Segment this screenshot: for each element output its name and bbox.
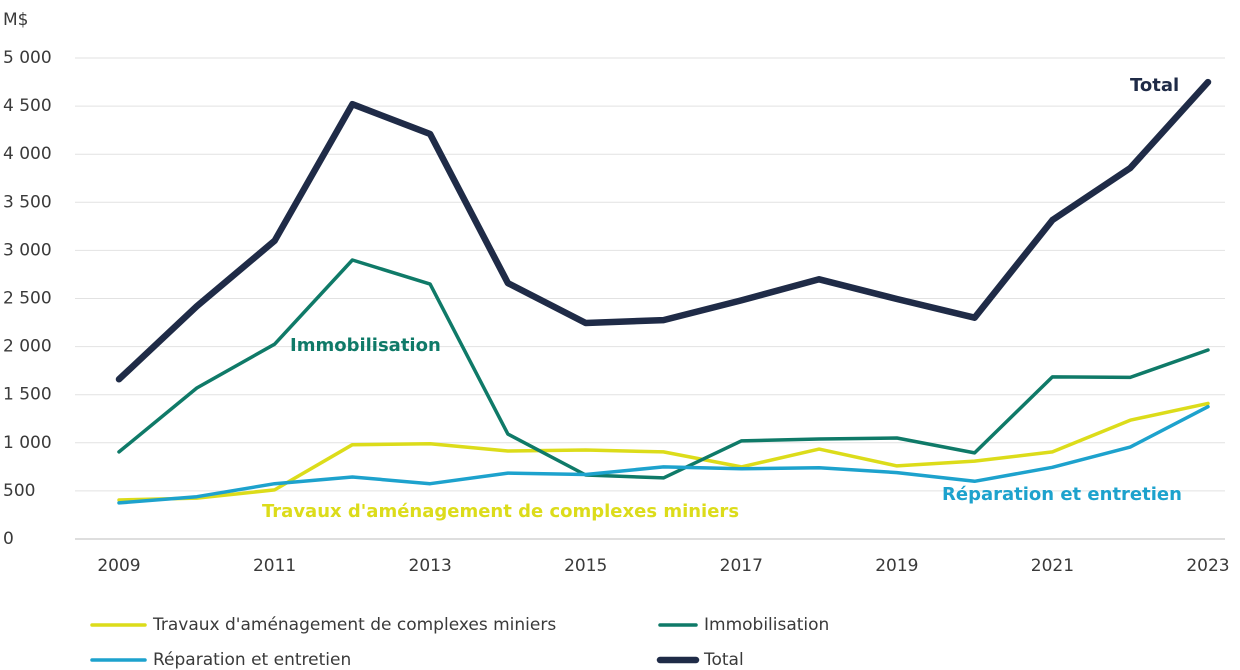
- line-series: [117, 401, 1210, 502]
- y-tick-label: 3 500: [3, 192, 52, 212]
- y-tick-label: 4 500: [3, 96, 52, 116]
- y-tick-label: 2 500: [3, 289, 52, 309]
- annotation: Immobilisation: [290, 335, 441, 356]
- x-tick-label: 2023: [1186, 556, 1229, 576]
- y-unit: M$: [3, 10, 28, 30]
- x-tick-label: 2015: [564, 556, 607, 576]
- y-tick-label: 5 000: [3, 48, 52, 68]
- legend-label: Travaux d'aménagement de complexes minie…: [152, 615, 556, 635]
- annotation: Travaux d'aménagement de complexes minie…: [262, 501, 739, 522]
- line-series: [115, 78, 1212, 383]
- y-tick-label: 4 000: [3, 144, 52, 164]
- y-tick-label: 2 000: [3, 337, 52, 357]
- line-series: [117, 258, 1210, 480]
- x-tick-label: 2011: [253, 556, 296, 576]
- x-tick-label: 2009: [97, 556, 140, 576]
- annotation: Total: [1130, 75, 1179, 96]
- y-tick-label: 500: [3, 481, 35, 501]
- x-tick-label: 2013: [409, 556, 452, 576]
- x-tick-label: 2021: [1031, 556, 1074, 576]
- x-tick-label: 2019: [875, 556, 918, 576]
- y-tick-label: 0: [3, 529, 14, 549]
- x-tick-label: 2017: [720, 556, 763, 576]
- annotation: Réparation et entretien: [942, 484, 1182, 505]
- y-tick-label: 3 000: [3, 240, 52, 260]
- line-series: [117, 404, 1210, 505]
- y-tick-label: 1 000: [3, 433, 52, 453]
- legend-label: Immobilisation: [704, 615, 829, 635]
- legend-label: Réparation et entretien: [153, 650, 351, 670]
- legend-label: Total: [703, 650, 744, 670]
- y-tick-label: 1 500: [3, 385, 52, 405]
